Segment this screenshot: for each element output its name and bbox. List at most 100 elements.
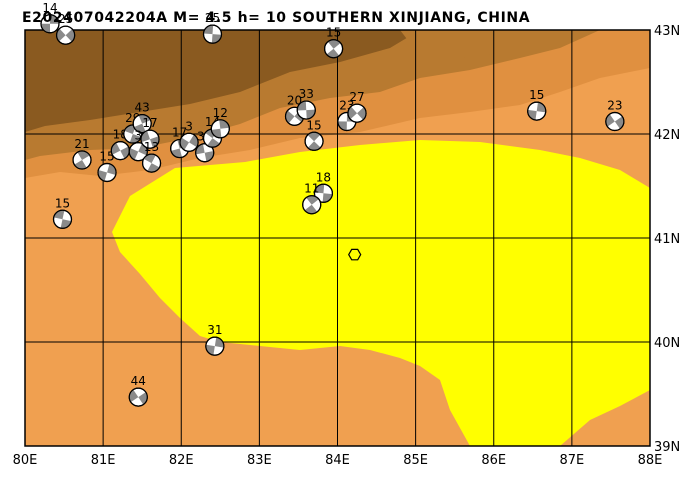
compressional-quadrant xyxy=(314,184,325,194)
focal-mechanism-beachball: 25 xyxy=(202,11,223,44)
beachball-outline xyxy=(97,162,117,183)
beachball-outline xyxy=(128,142,148,162)
depth-label: 21 xyxy=(74,137,89,151)
beachball-outline xyxy=(304,131,324,151)
lon-tick-label: 83E xyxy=(247,453,272,468)
beachball-outline xyxy=(210,119,230,139)
beachball-outline xyxy=(72,150,92,170)
compressional-quadrant xyxy=(77,151,90,161)
compressional-quadrant xyxy=(327,39,341,49)
compressional-quadrant xyxy=(203,25,214,35)
compressional-quadrant xyxy=(219,119,230,129)
compressional-quadrant xyxy=(74,160,87,169)
beachball-outline xyxy=(347,103,367,123)
depth-label: 15 xyxy=(306,118,321,132)
focal-mechanism-beachball: 13 xyxy=(141,140,162,173)
depth-label: 13 xyxy=(144,140,159,154)
beachball-outline xyxy=(40,14,60,34)
focal-mechanism-beachball: 15 xyxy=(304,118,324,151)
compressional-quadrant xyxy=(348,106,358,120)
compressional-quadrant xyxy=(143,154,156,164)
lat-tick-label: 43N xyxy=(654,24,680,39)
depth-label: 15 xyxy=(529,88,544,102)
beachball-outline xyxy=(313,183,334,203)
compressional-quadrant xyxy=(138,392,148,405)
compressional-quadrant xyxy=(56,28,66,42)
beachball-outline xyxy=(296,100,316,120)
depth-label: 20 xyxy=(287,93,302,107)
compressional-quadrant xyxy=(41,23,50,33)
focal-mechanism-beachball: 11 xyxy=(302,182,322,215)
lon-tick-label: 80E xyxy=(13,453,38,468)
compressional-quadrant xyxy=(322,193,333,203)
beachball-outline xyxy=(140,129,160,149)
beachball-outline xyxy=(527,101,547,121)
beachball-outline xyxy=(323,39,344,59)
depth-label: 23 xyxy=(607,99,622,113)
depth-label: 31 xyxy=(207,323,222,337)
lon-tick-label: 87E xyxy=(559,453,584,468)
compressional-quadrant xyxy=(205,344,215,356)
beachball-outline xyxy=(141,153,162,173)
focal-mechanism-beachball: 31 xyxy=(205,323,225,356)
beachball-outline xyxy=(56,25,76,45)
focal-mechanism-beachball: 3 xyxy=(128,129,148,162)
focal-mechanism-beachball: 15 xyxy=(52,196,73,229)
beachball-outline xyxy=(302,195,322,215)
beachball-outline xyxy=(132,113,152,134)
depth-label: 18 xyxy=(316,170,331,184)
lon-tick-label: 85E xyxy=(403,453,428,468)
focal-mechanism-beachball: 27 xyxy=(347,90,367,123)
beachball-outline xyxy=(128,387,148,407)
compressional-quadrant xyxy=(111,142,121,155)
epicenter-layer xyxy=(348,248,362,261)
focal-mechanism-beachball: 15 xyxy=(97,149,117,183)
compressional-quadrant xyxy=(337,121,347,131)
depth-label: 15 xyxy=(55,196,70,210)
focal-mechanism-beachball: 44 xyxy=(128,374,148,407)
beachball-outline xyxy=(179,132,199,152)
compressional-quadrant xyxy=(214,337,224,348)
lon-tick-label: 88E xyxy=(638,453,663,468)
lon-tick-label: 84E xyxy=(325,453,350,468)
eastern-ridge xyxy=(400,30,600,58)
graticule xyxy=(24,29,651,447)
focal-mechanism-beachball: 43 xyxy=(132,101,152,134)
compressional-quadrant xyxy=(304,204,318,214)
compressional-quadrant xyxy=(147,163,160,173)
beachball-outline xyxy=(605,111,625,132)
compressional-quadrant xyxy=(180,137,190,150)
focal-mechanism-beachball: 18 xyxy=(313,170,334,203)
taklimakan-desert xyxy=(112,140,650,446)
lon-tick-label: 81E xyxy=(91,453,116,468)
compressional-quadrant xyxy=(60,219,72,229)
map-frame xyxy=(24,29,651,447)
depth-label: 15 xyxy=(326,26,341,40)
compressional-quadrant xyxy=(326,48,340,58)
compressional-quadrant xyxy=(50,14,59,24)
focal-mechanism-beachball: 12 xyxy=(210,106,230,139)
compressional-quadrant xyxy=(189,134,199,148)
compressional-quadrant xyxy=(120,146,130,159)
depth-label: 12 xyxy=(213,106,228,120)
focal-mechanism-beachball: 21 xyxy=(72,137,92,170)
depth-label: 3 xyxy=(185,119,193,133)
compressional-quadrant xyxy=(307,132,321,142)
compressional-quadrant xyxy=(53,210,65,220)
beachball-outline xyxy=(205,336,225,356)
focal-mechanism-beachball: 23 xyxy=(605,99,625,132)
compressional-quadrant xyxy=(605,114,615,127)
focal-mechanism-beachball: 14 xyxy=(40,1,60,34)
axis-labels: 80E 81E 82E 83E 84E 85E 86E 87E 88E 43N 42N 41N 40N 3… xyxy=(13,24,681,468)
compressional-quadrant xyxy=(527,109,537,121)
map-title: E202407042204A M= 4.5 h= 10 SOUTHERN XIN… xyxy=(22,10,530,26)
depth-label: 25 xyxy=(58,12,73,26)
depth-label: 27 xyxy=(349,90,364,104)
depth-label: 17 xyxy=(142,116,157,130)
compressional-quadrant xyxy=(297,101,307,111)
lat-tick-label: 40N xyxy=(654,336,680,351)
focal-mechanism-beachball: 17 xyxy=(140,116,160,149)
lat-tick-label: 41N xyxy=(654,232,680,247)
